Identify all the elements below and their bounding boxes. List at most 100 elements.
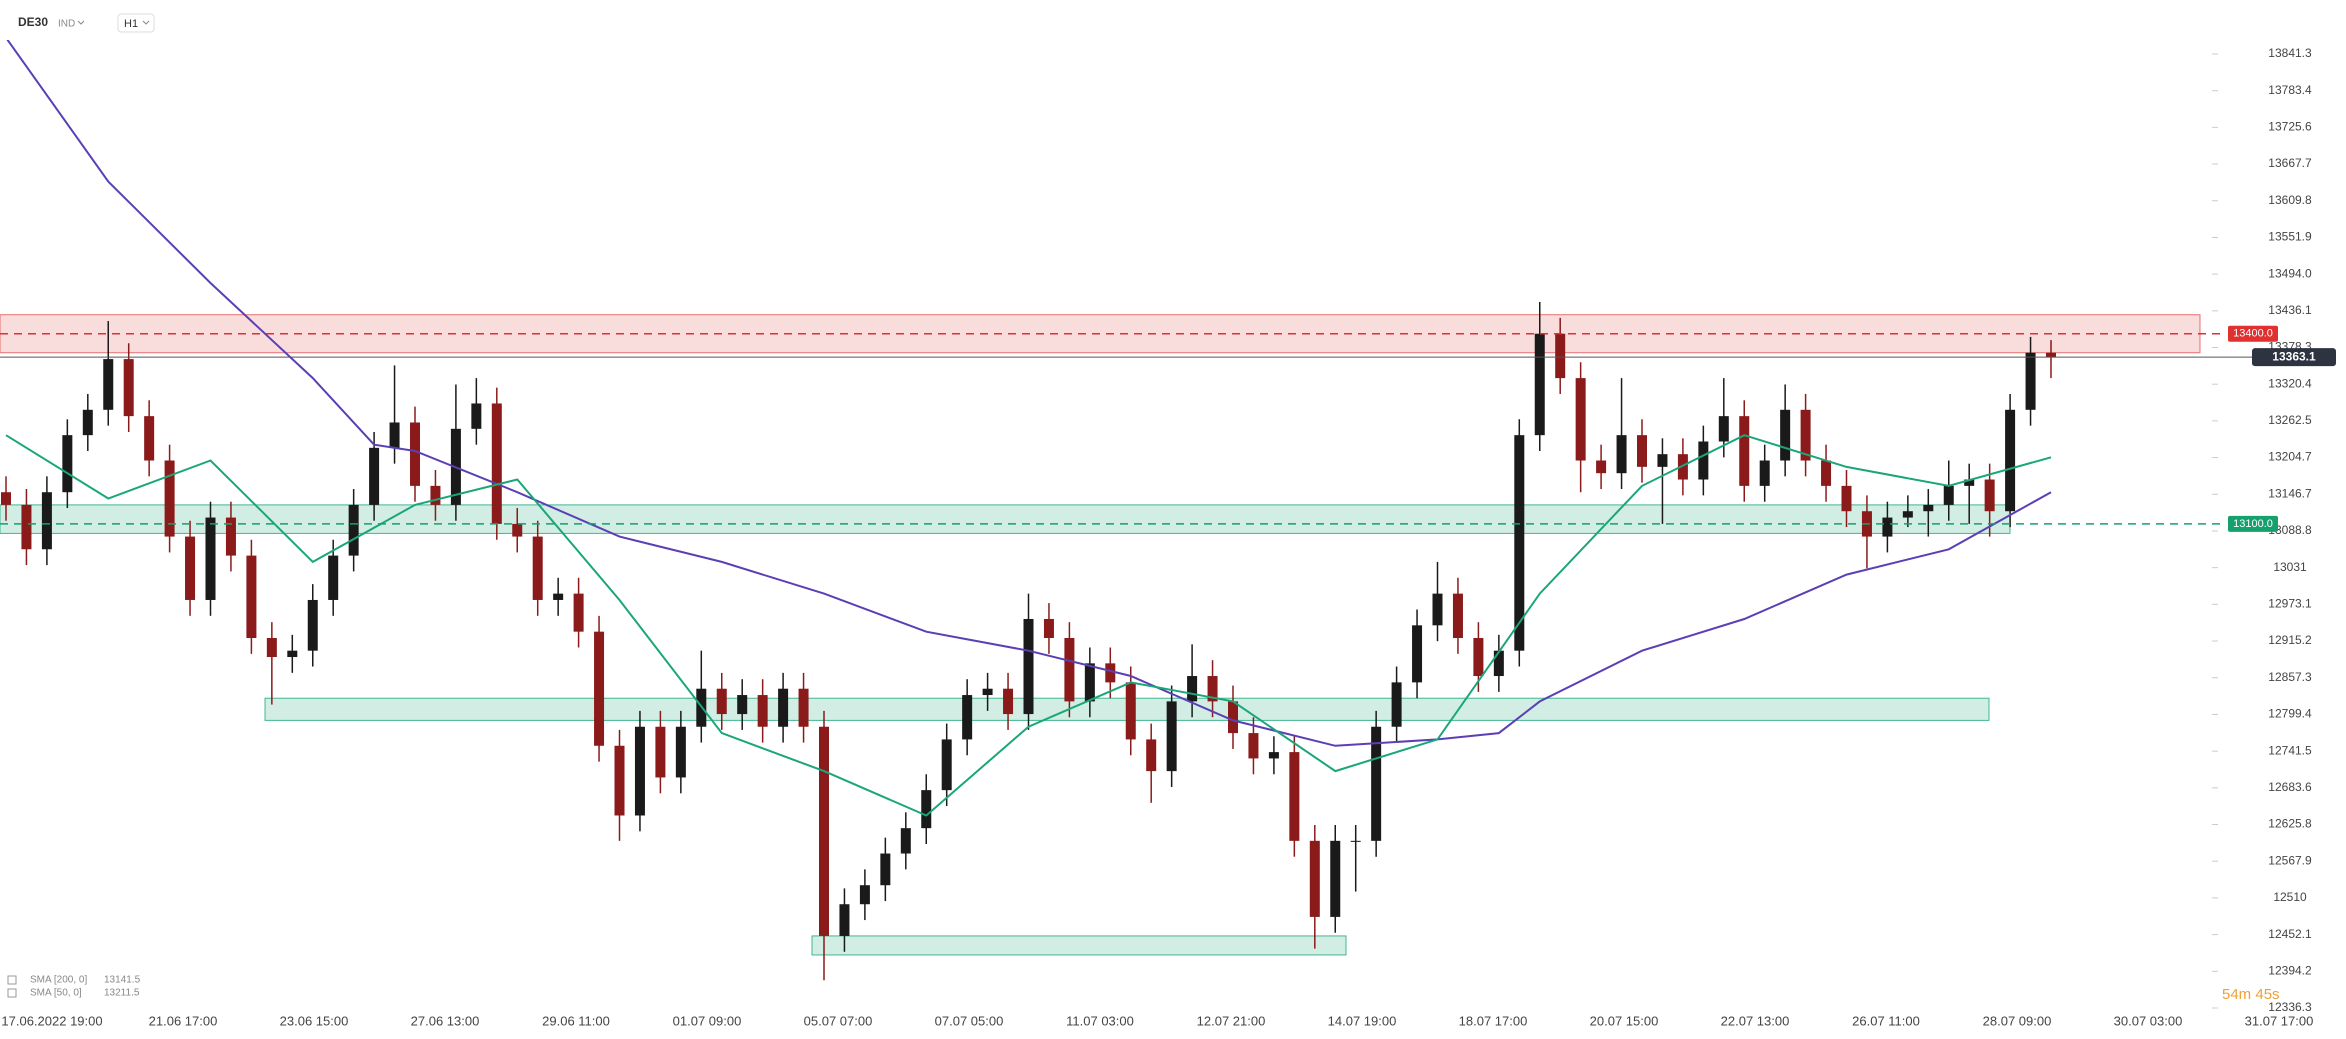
candle-body xyxy=(778,688,789,727)
interval-button[interactable] xyxy=(117,13,155,33)
candle-body xyxy=(2025,352,2036,410)
candle-body xyxy=(512,523,523,537)
y-tick-label: 13436.1 xyxy=(2268,303,2312,317)
candle-body xyxy=(491,403,502,524)
x-tick-label: 17.06.2022 19:00 xyxy=(1,1013,102,1028)
candle-body xyxy=(307,599,318,651)
candle-body xyxy=(410,422,420,486)
candle-body xyxy=(185,536,196,600)
candle-body xyxy=(859,885,870,905)
y-tick-label: 12915.2 xyxy=(2268,633,2312,647)
candle-body xyxy=(471,403,482,429)
candle-body xyxy=(1739,416,1750,486)
candle-body xyxy=(594,631,605,746)
candle-body xyxy=(819,726,829,936)
legend-icon xyxy=(7,975,17,985)
candle-body xyxy=(41,492,52,550)
symbol[interactable]: DE30 xyxy=(18,15,48,29)
y-tick-label: 12567.9 xyxy=(2268,853,2312,867)
candle-body xyxy=(1473,638,1484,677)
candle-body xyxy=(1718,416,1729,442)
x-tick-label: 26.07 11:00 xyxy=(1852,1013,1920,1028)
countdown: 54m 45s xyxy=(2222,986,2280,1003)
candle-body xyxy=(1166,701,1177,772)
candle-body xyxy=(900,828,911,854)
sma-line xyxy=(6,40,2052,747)
candle-body xyxy=(1637,435,1647,467)
level-label: 13100.0 xyxy=(2233,518,2273,530)
candle-body xyxy=(1125,682,1136,740)
x-tick-label: 18.07 17:00 xyxy=(1459,1013,1528,1028)
candle-body xyxy=(1514,435,1525,651)
level-box xyxy=(2228,325,2278,342)
legend-name: SMA [200, 0] xyxy=(30,975,87,986)
x-tick-label: 29.06 11:00 xyxy=(542,1013,610,1028)
candle-body xyxy=(1084,663,1095,702)
candle-body xyxy=(144,416,155,461)
candle-body xyxy=(1207,676,1218,702)
candle-body xyxy=(1780,409,1791,461)
plot xyxy=(0,40,2201,981)
y-tick-label: 13146.7 xyxy=(2268,486,2312,500)
candle-body xyxy=(982,688,993,696)
candle-body xyxy=(1493,650,1504,677)
legend-name: SMA [50, 0] xyxy=(30,988,82,999)
x-tick-label: 23.06 15:00 xyxy=(280,1013,349,1028)
candle-body xyxy=(716,688,727,715)
x-tick-label: 05.07 07:00 xyxy=(804,1013,873,1028)
candle-body xyxy=(225,517,236,556)
candle-body xyxy=(655,726,666,778)
candle-body xyxy=(737,695,748,715)
candle-body xyxy=(205,517,216,600)
level-label: 13400.0 xyxy=(2233,328,2273,340)
toolbar: DE30 IND H1 xyxy=(18,13,155,33)
candle-body xyxy=(348,504,359,556)
candle-body xyxy=(1657,454,1668,467)
candle-body xyxy=(1371,726,1382,841)
candle-body xyxy=(287,650,298,658)
candle-body xyxy=(1187,676,1198,702)
candle-body xyxy=(1882,517,1893,537)
candle-body xyxy=(1800,409,1811,461)
candle-body xyxy=(1452,593,1463,639)
candle-body xyxy=(1003,688,1014,715)
candle-body xyxy=(553,593,564,600)
candle-body xyxy=(328,555,339,600)
candle-body xyxy=(1350,840,1361,842)
candle-body xyxy=(839,904,850,936)
y-tick-label: 12394.2 xyxy=(2268,963,2312,977)
candle-body xyxy=(634,726,645,816)
candle-body xyxy=(1555,333,1566,379)
candle-body xyxy=(1043,618,1054,639)
candle-body xyxy=(1289,752,1300,841)
y-tick-label: 12336.3 xyxy=(2268,1000,2312,1014)
candle-body xyxy=(1,492,11,505)
candle-body xyxy=(1698,441,1709,480)
candle-body xyxy=(1391,682,1402,727)
zone xyxy=(811,935,1347,956)
candle-body xyxy=(246,555,257,639)
candle-body xyxy=(1923,504,1934,512)
candle-body xyxy=(21,504,32,550)
candle-body xyxy=(532,536,543,600)
y-tick-label: 12452.1 xyxy=(2268,927,2312,941)
candle-body xyxy=(1064,638,1075,702)
chevron[interactable] xyxy=(77,20,85,25)
interval[interactable]: H1 xyxy=(124,18,138,30)
candle-body xyxy=(1228,701,1238,734)
x-tick-label: 20.07 15:00 xyxy=(1590,1013,1659,1028)
legend-value: 13211.5 xyxy=(104,988,140,999)
candle-body xyxy=(1432,593,1443,626)
candle-body xyxy=(1248,733,1259,759)
y-tick-label: 12683.6 xyxy=(2268,780,2312,794)
candle-body xyxy=(266,638,277,658)
candle-body xyxy=(62,435,73,493)
y-tick-label: 13031 xyxy=(2273,560,2307,574)
legend-value: 13141.5 xyxy=(104,975,141,986)
candle-body xyxy=(1943,485,1954,505)
x-tick-label: 07.07 05:00 xyxy=(935,1013,1004,1028)
candle-body xyxy=(757,695,768,727)
y-tick-label: 12625.8 xyxy=(2268,817,2312,831)
x-tick-label: 30.07 03:00 xyxy=(2114,1013,2183,1028)
